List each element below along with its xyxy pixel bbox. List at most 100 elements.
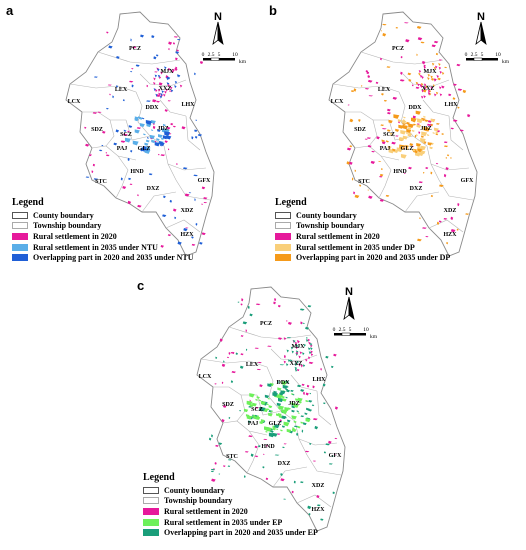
settlement-patch xyxy=(441,85,444,89)
settlement-patch xyxy=(154,74,158,78)
settlement-patch xyxy=(450,228,456,233)
township-label: LEX xyxy=(246,362,259,368)
settlement-patch xyxy=(328,440,332,444)
settlement-2035-patch xyxy=(277,413,282,417)
settlement-patch xyxy=(359,184,362,187)
scale-tick-label: 10 xyxy=(363,327,369,333)
settlement-patch xyxy=(417,83,420,87)
settlement-2035-patch xyxy=(277,397,284,403)
settlement-patch xyxy=(97,111,102,113)
settlement-patch xyxy=(160,244,164,248)
settlement-2035-patch xyxy=(246,402,251,405)
settlement-patch xyxy=(158,92,161,96)
township-label: PAJ xyxy=(117,146,128,152)
township-label: STC xyxy=(226,454,238,460)
settlement-2035-patch xyxy=(291,415,294,418)
settlement-patch xyxy=(245,329,247,333)
settlement-patch xyxy=(430,194,434,198)
township-boundary xyxy=(402,73,450,87)
township-boundary xyxy=(165,219,201,233)
settlement-patch xyxy=(91,170,94,174)
settlement-2035-patch xyxy=(293,420,297,424)
settlement-2035-patch xyxy=(416,143,421,147)
settlement-patch xyxy=(317,504,321,507)
township-label: XXZ xyxy=(290,361,303,367)
legend-label: Rural settlement in 2035 under EP xyxy=(164,517,283,527)
settlement-patch xyxy=(173,36,179,38)
settlement-patch xyxy=(453,119,458,122)
settlement-2035-patch xyxy=(399,137,405,142)
legend-swatch xyxy=(143,507,159,515)
settlement-2035-patch xyxy=(123,129,127,132)
settlement-patch xyxy=(185,227,189,229)
township-boundary xyxy=(141,191,177,213)
township-label: JDZ xyxy=(420,126,431,132)
settlement-patch xyxy=(314,425,319,430)
legend-item: County boundary xyxy=(143,485,318,496)
settlement-patch xyxy=(249,313,253,317)
settlement-patch xyxy=(130,71,133,73)
settlement-patch xyxy=(153,77,156,81)
legend-item: Overlapping part in 2020 and 2035 under … xyxy=(143,527,318,538)
township-boundary xyxy=(398,91,414,137)
settlement-patch xyxy=(203,202,208,204)
settlement-patch xyxy=(417,238,422,242)
settlement-2035-patch xyxy=(146,139,150,143)
settlement-patch xyxy=(333,353,337,357)
settlement-patch xyxy=(156,93,160,97)
settlement-patch xyxy=(305,339,309,343)
settlement-patch xyxy=(127,157,130,162)
settlement-patch xyxy=(398,121,400,124)
township-label: MJX xyxy=(424,69,438,75)
settlement-2035-patch xyxy=(287,419,291,423)
settlement-patch xyxy=(250,453,254,457)
settlement-patch xyxy=(172,42,176,45)
settlement-patch xyxy=(430,86,433,90)
settlement-patch xyxy=(148,173,153,176)
township-boundary xyxy=(290,374,318,392)
legend-label: Rural settlement in 2035 under DP xyxy=(296,242,415,252)
township-boundary xyxy=(125,119,151,141)
settlement-patch xyxy=(290,389,294,392)
settlement-patch xyxy=(438,66,442,70)
settlement-patch xyxy=(382,32,387,37)
settlement-patch xyxy=(227,465,231,467)
settlement-2035-patch xyxy=(245,414,250,417)
legend-swatch xyxy=(143,497,159,505)
settlement-patch xyxy=(85,176,90,178)
settlement-2035-patch xyxy=(149,134,155,139)
legend-label: Overlapping part in 2020 and 2035 under … xyxy=(33,253,194,263)
settlement-patch xyxy=(332,491,335,495)
settlement-patch xyxy=(240,353,244,356)
legend-swatch xyxy=(275,222,291,230)
settlement-2035-patch xyxy=(256,396,260,399)
legend-label: Township boundary xyxy=(296,221,365,231)
legend-item: Township boundary xyxy=(143,496,318,507)
settlement-patch xyxy=(288,321,292,325)
settlement-patch xyxy=(307,347,311,351)
settlement-patch xyxy=(387,108,391,112)
settlement-patch xyxy=(247,420,251,423)
map-canvas: PCZ MJX XXZ LCX LEX LHX DDX SDZ JDZ SCZ PAJ GLZ HND S… xyxy=(196,286,378,532)
settlement-patch xyxy=(309,392,312,395)
township-boundary xyxy=(266,366,282,412)
settlement-patch xyxy=(303,343,306,347)
settlement-patch xyxy=(441,133,444,135)
settlement-patch xyxy=(113,142,118,146)
settlement-patch xyxy=(191,236,194,239)
settlement-patch xyxy=(128,177,132,181)
settlement-patch xyxy=(450,127,454,130)
settlement-2035-patch xyxy=(407,127,412,131)
settlement-patch xyxy=(177,39,181,41)
settlement-patch xyxy=(404,172,406,174)
township-boundary xyxy=(105,119,115,147)
legend: Legend County boundary Township boundary Ru… xyxy=(275,197,450,263)
settlement-patch xyxy=(439,70,442,74)
settlement-patch xyxy=(203,197,208,200)
settlement-patch xyxy=(380,124,385,127)
settlement-patch xyxy=(199,241,203,245)
legend-item: County boundary xyxy=(12,210,194,221)
settlement-2035-patch xyxy=(243,408,249,413)
settlement-patch xyxy=(129,80,134,83)
